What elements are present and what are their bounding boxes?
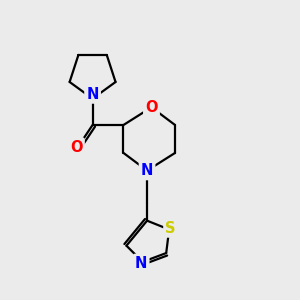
- Text: O: O: [145, 100, 158, 115]
- Text: N: N: [86, 87, 99, 102]
- Text: S: S: [165, 220, 176, 236]
- Text: N: N: [141, 163, 153, 178]
- Text: N: N: [135, 256, 147, 271]
- Text: O: O: [70, 140, 82, 154]
